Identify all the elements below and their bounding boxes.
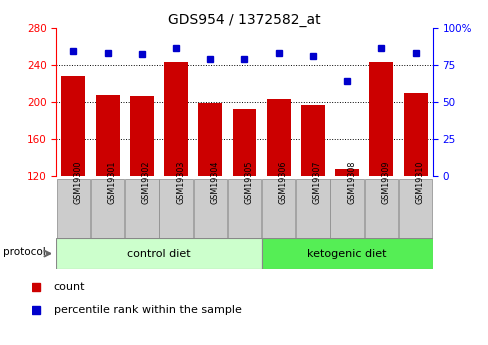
Title: GDS954 / 1372582_at: GDS954 / 1372582_at bbox=[168, 12, 320, 27]
Bar bbox=[334, 169, 358, 176]
Text: percentile rank within the sample: percentile rank within the sample bbox=[54, 305, 241, 315]
Text: GSM19300: GSM19300 bbox=[73, 161, 82, 204]
Bar bbox=[330, 179, 363, 238]
Bar bbox=[364, 179, 397, 238]
Bar bbox=[163, 62, 187, 176]
Text: protocol: protocol bbox=[3, 247, 45, 257]
Text: GSM19307: GSM19307 bbox=[312, 160, 321, 204]
Text: GSM19302: GSM19302 bbox=[142, 160, 150, 204]
Bar bbox=[262, 179, 295, 238]
Text: GSM19306: GSM19306 bbox=[278, 161, 287, 204]
Bar bbox=[266, 99, 290, 176]
Bar bbox=[61, 76, 85, 176]
Text: GSM19309: GSM19309 bbox=[381, 160, 389, 204]
Text: count: count bbox=[54, 282, 85, 292]
Bar bbox=[57, 179, 90, 238]
Bar bbox=[403, 92, 427, 176]
Bar bbox=[96, 95, 119, 176]
Text: control diet: control diet bbox=[127, 249, 190, 258]
Bar bbox=[193, 179, 226, 238]
Bar bbox=[56, 238, 261, 269]
Text: GSM19305: GSM19305 bbox=[244, 160, 253, 204]
Bar bbox=[296, 179, 329, 238]
Bar bbox=[129, 96, 153, 176]
Bar bbox=[398, 179, 431, 238]
Bar bbox=[300, 105, 324, 176]
Text: ketogenic diet: ketogenic diet bbox=[307, 249, 386, 258]
Text: GSM19303: GSM19303 bbox=[176, 161, 184, 204]
Bar bbox=[369, 62, 392, 176]
Bar bbox=[198, 103, 222, 176]
Bar bbox=[261, 238, 432, 269]
Text: GSM19308: GSM19308 bbox=[346, 161, 355, 204]
Text: GSM19301: GSM19301 bbox=[107, 161, 116, 204]
Text: GSM19310: GSM19310 bbox=[415, 161, 424, 204]
Text: GSM19304: GSM19304 bbox=[210, 161, 219, 204]
Bar bbox=[227, 179, 261, 238]
Bar bbox=[125, 179, 158, 238]
Bar bbox=[91, 179, 124, 238]
Bar bbox=[159, 179, 192, 238]
Bar bbox=[232, 109, 256, 176]
